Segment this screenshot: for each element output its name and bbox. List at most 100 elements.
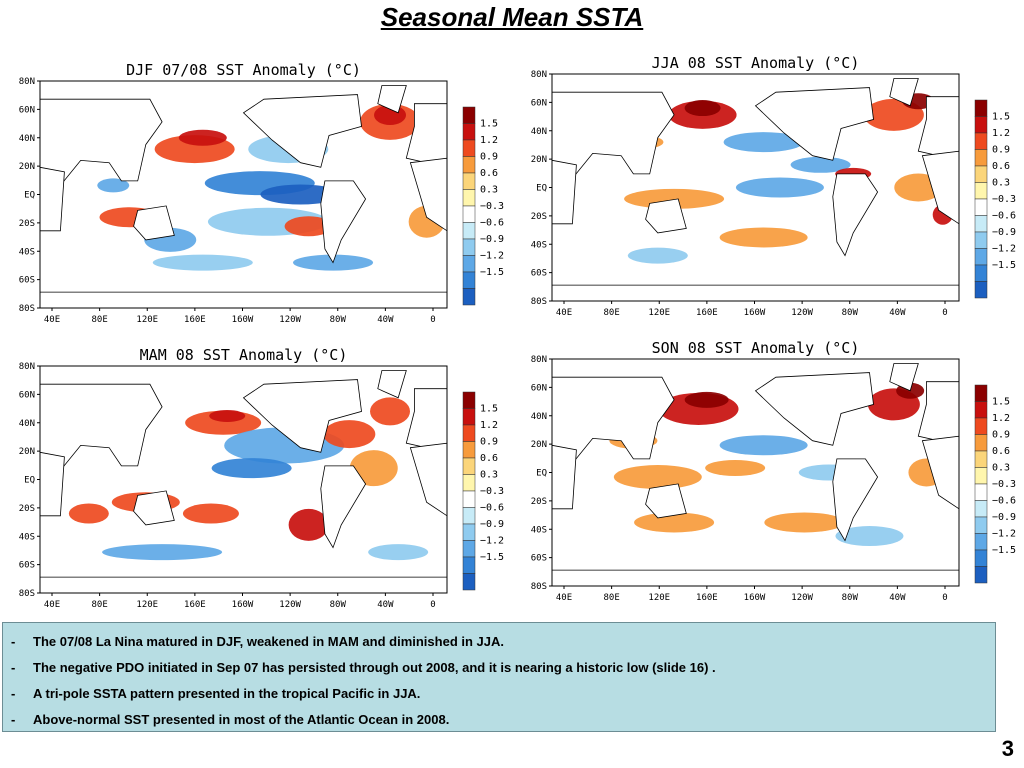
lon-tick-label: 160E	[696, 308, 718, 318]
colorbar-swatch	[974, 149, 988, 167]
lon-tick-label: 120E	[136, 315, 158, 325]
continent-outline	[832, 458, 879, 542]
colorbar-swatch	[462, 507, 476, 525]
colorbar-label: 0.6	[480, 168, 498, 179]
colorbar-label: 1.5	[480, 119, 498, 130]
note-bullet: -	[11, 686, 16, 701]
colorbar-swatch	[462, 424, 476, 442]
colorbar-label: 0.9	[992, 145, 1010, 156]
colorbar-label: 0.3	[992, 463, 1010, 474]
lon-tick-label: 160W	[232, 315, 254, 325]
colorbar-swatch	[974, 281, 988, 299]
colorbar-label: −0.9	[992, 512, 1016, 523]
colorbar-swatch	[974, 566, 988, 584]
colorbar-swatch	[974, 417, 988, 435]
lat-tick-label: 80S	[19, 589, 35, 599]
continent-outline	[133, 205, 175, 241]
anomaly-patch	[634, 512, 715, 533]
colorbar-label: −0.6	[480, 218, 504, 229]
anomaly-patch	[627, 247, 688, 264]
anomaly-patch	[705, 459, 766, 476]
lat-tick-label: 20N	[531, 155, 547, 165]
lat-tick-label: 60N	[19, 105, 35, 115]
continent-outline	[551, 159, 577, 225]
colorbar-swatch	[462, 556, 476, 574]
anomaly-patch	[102, 544, 223, 561]
colorbar-swatch	[974, 116, 988, 134]
note-bullet: -	[11, 712, 16, 727]
colorbar-swatch	[462, 205, 476, 223]
continent-outline	[133, 490, 175, 526]
continents	[551, 363, 960, 587]
continent-outline	[39, 576, 448, 594]
lat-tick-label: 80N	[531, 355, 547, 365]
continent-outline	[754, 87, 874, 161]
colorbar-label: 1.2	[480, 135, 498, 146]
colorbar-label: −0.6	[992, 211, 1016, 222]
map-title: DJF 07/08 SST Anomaly (°C)	[126, 61, 361, 79]
lat-tick-label: EQ	[24, 191, 35, 201]
continents	[39, 370, 448, 594]
anomaly-patch	[370, 397, 411, 426]
continents	[551, 78, 960, 302]
colorbar-label: 0.6	[992, 446, 1010, 457]
colorbar-swatch	[974, 215, 988, 233]
colorbar-swatch	[974, 384, 988, 402]
colorbar-swatch	[974, 467, 988, 485]
anomaly-patch	[719, 227, 808, 248]
lat-tick-label: EQ	[536, 184, 547, 194]
lat-tick-label: 80S	[531, 297, 547, 307]
map-title: JJA 08 SST Anomaly (°C)	[652, 54, 860, 72]
lat-tick-label: 60N	[531, 98, 547, 108]
colorbar-swatch	[462, 540, 476, 558]
colorbar-swatch	[462, 189, 476, 207]
lat-tick-label: 20S	[531, 497, 547, 507]
anomaly-patch	[152, 254, 253, 271]
note-item: - The negative PDO initiated in Sep 07 h…	[11, 655, 987, 681]
anomaly-patch	[182, 503, 239, 524]
colorbar-label: −0.9	[480, 519, 504, 530]
lon-tick-label: 40E	[44, 600, 60, 610]
colorbar-swatch	[974, 248, 988, 266]
colorbar-swatch	[974, 549, 988, 567]
colorbar-label: 1.5	[992, 397, 1010, 408]
colorbar-label: −0.6	[480, 503, 504, 514]
lon-tick-label: 120W	[279, 315, 301, 325]
lat-tick-label: 40N	[19, 419, 35, 429]
map-panel-jja: JJA 08 SST Anomaly (°C) 80N 60N 40N 20N EQ 20S…	[512, 48, 1024, 326]
continent-outline	[39, 291, 448, 309]
anomaly-patch	[349, 450, 398, 487]
colorbar-swatch	[462, 156, 476, 174]
colorbar-swatch	[974, 99, 988, 117]
map-panel-son: SON 08 SST Anomaly (°C) 80N 60N 40N 20N EQ 20S…	[512, 333, 1024, 611]
anomaly-patch	[835, 526, 904, 547]
lat-tick-label: EQ	[536, 469, 547, 479]
continent-outline	[377, 85, 407, 114]
lon-tick-label: 40W	[889, 593, 906, 603]
lon-tick-label: 160W	[744, 308, 766, 318]
lon-tick-label: 40E	[44, 315, 60, 325]
lon-tick-label: 120E	[136, 600, 158, 610]
lon-tick-label: 80W	[330, 315, 347, 325]
lon-tick-label: 120W	[791, 308, 813, 318]
continent-outline	[832, 173, 879, 257]
lon-tick-label: 80E	[603, 308, 619, 318]
lon-tick-label: 120W	[791, 593, 813, 603]
lat-tick-label: 40S	[531, 525, 547, 535]
continent-outline	[551, 569, 960, 587]
colorbar-swatch	[462, 490, 476, 508]
lon-tick-label: 0	[430, 600, 435, 610]
colorbar-swatch	[462, 408, 476, 426]
anomaly-patch	[178, 129, 227, 146]
continent-outline	[889, 363, 919, 392]
anomaly-patch	[735, 177, 824, 198]
colorbar-swatch	[462, 222, 476, 240]
colorbar-swatch	[974, 198, 988, 216]
lon-tick-label: 160W	[744, 593, 766, 603]
continent-outline	[320, 180, 367, 264]
colorbar-swatch	[462, 474, 476, 492]
continent-outline	[754, 372, 874, 446]
colorbar-label: −1.5	[992, 545, 1016, 556]
continent-outline	[551, 444, 577, 510]
map-panel-djf: DJF 07/08 SST Anomaly (°C) 80N 60N 40N 20N EQ…	[0, 55, 512, 333]
